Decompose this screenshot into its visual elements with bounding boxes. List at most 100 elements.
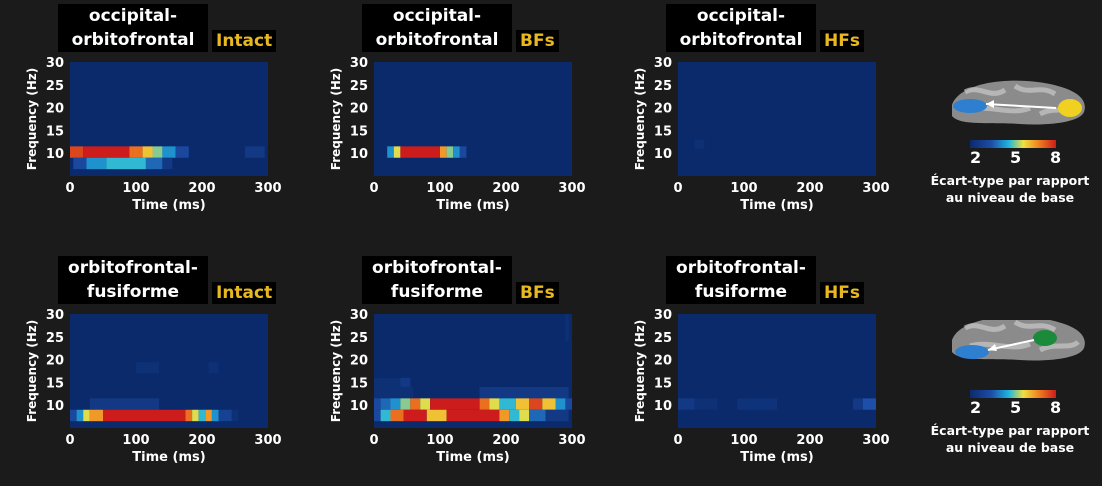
heatmap-cell xyxy=(70,314,87,325)
x-tick-label: 300 xyxy=(558,181,585,196)
y-tick-label: 15 xyxy=(350,124,368,139)
heatmap-cell xyxy=(387,146,394,157)
x-tick-label: 300 xyxy=(862,433,889,448)
heatmap-cell xyxy=(414,387,480,398)
y-tick-label: 10 xyxy=(46,147,64,162)
x-tick-label: 100 xyxy=(122,433,149,448)
heatmap-cell xyxy=(542,398,555,409)
heatmap-cell xyxy=(70,410,77,421)
heatmap-cell xyxy=(678,398,695,409)
heatmap-cell xyxy=(853,398,863,409)
heatmap-cell xyxy=(176,146,189,157)
y-axis-label: Frequency (Hz) xyxy=(25,68,39,170)
heatmap-chart: 10152025300 100 200 300Time (ms)Frequency (… xyxy=(22,0,322,234)
y-tick-label: 30 xyxy=(46,308,64,323)
heatmap-cell xyxy=(400,378,410,387)
heatmap-cell xyxy=(460,146,467,157)
y-tick-label: 10 xyxy=(350,399,368,414)
x-tick-label: 200 xyxy=(188,181,215,196)
colorbar-ticks: 2 5 8 xyxy=(970,148,1060,168)
y-axis-label: Frequency (Hz) xyxy=(633,320,647,422)
x-tick-label: 300 xyxy=(862,181,889,196)
x-tick-label: 0 xyxy=(369,181,378,196)
x-tick-label: 200 xyxy=(492,181,519,196)
y-tick-label: 25 xyxy=(654,79,672,94)
heatmap-chart: 10152025300 100 200 300Time (ms)Frequency (… xyxy=(22,252,322,486)
y-axis-label: Frequency (Hz) xyxy=(329,320,343,422)
y-tick-label: 15 xyxy=(46,124,64,139)
x-tick-label: 0 xyxy=(673,433,682,448)
brain-legend-top: 2 5 8 Écart-type par rapport au niveau d… xyxy=(920,70,1080,220)
heatmap-cell xyxy=(737,398,777,409)
colorbar-tick: 8 xyxy=(1050,398,1061,417)
heatmap-panel-occipital-orbitofrontal-hfs: occipital-orbitofrontal HFs 10 15 20 25 30 0 100… xyxy=(630,0,930,234)
heatmap-cell xyxy=(427,410,447,421)
heatmap-cell xyxy=(526,146,529,157)
heatmap-cell xyxy=(77,410,84,421)
heatmap-cell xyxy=(162,146,175,157)
y-tick-label: 30 xyxy=(654,308,672,323)
y-tick-label: 15 xyxy=(654,124,672,139)
colorbar xyxy=(970,390,1056,398)
heatmap-cell xyxy=(516,112,519,121)
heatmap-cell xyxy=(374,146,381,157)
heatmap-cell xyxy=(136,362,159,373)
x-tick-label: 100 xyxy=(426,181,453,196)
colorbar-caption-line1: Écart-type par rapport xyxy=(910,422,1102,439)
y-tick-label: 30 xyxy=(654,56,672,71)
y-tick-label: 25 xyxy=(46,331,64,346)
heatmap-cell xyxy=(565,398,572,409)
heatmap-cell xyxy=(391,398,401,409)
x-axis-label: Time (ms) xyxy=(132,450,205,465)
heatmap-cell xyxy=(529,398,542,409)
heatmap-cell xyxy=(153,146,163,157)
y-axis-label: Frequency (Hz) xyxy=(25,320,39,422)
heatmap-cell xyxy=(374,135,381,144)
heatmap-panel-occipital-orbitofrontal-bfs: occipital-orbitofrontal BFs 10 15 20 25 30 0 100… xyxy=(326,0,626,234)
colorbar-tick: 5 xyxy=(1010,398,1021,417)
heatmap-cell xyxy=(447,146,454,157)
heatmap-cell xyxy=(73,158,86,169)
heatmap-cell xyxy=(490,398,500,409)
y-tick-label: 10 xyxy=(654,147,672,162)
heatmap-cell xyxy=(516,398,529,409)
y-tick-label: 15 xyxy=(350,376,368,391)
heatmap-cell xyxy=(546,410,569,421)
x-tick-label: 300 xyxy=(254,181,281,196)
colorbar xyxy=(970,140,1056,148)
heatmap-cell xyxy=(480,398,490,409)
heatmap-chart: 10152025300 100 200 300Time (ms)Frequency (… xyxy=(630,0,930,234)
heatmap-cell xyxy=(90,410,103,421)
y-axis-label: Frequency (Hz) xyxy=(633,68,647,170)
heatmap-cell xyxy=(199,410,206,421)
x-tick-label: 200 xyxy=(492,433,519,448)
y-tick-label: 25 xyxy=(350,331,368,346)
heatmap-cell xyxy=(529,410,546,421)
x-tick-label: 200 xyxy=(796,433,823,448)
y-tick-label: 20 xyxy=(654,354,672,369)
x-tick-label: 100 xyxy=(122,181,149,196)
y-tick-label: 20 xyxy=(350,354,368,369)
heatmap-cell xyxy=(447,410,500,421)
x-tick-label: 0 xyxy=(65,433,74,448)
heatmap-cell xyxy=(83,146,129,157)
heatmap-cell xyxy=(519,410,529,421)
heatmap-cell xyxy=(400,398,410,409)
heatmap-cell xyxy=(374,410,381,421)
heatmap-cell xyxy=(106,158,146,169)
colorbar-caption: Écart-type par rapport au niveau de base xyxy=(910,172,1102,206)
heatmap-cell xyxy=(480,387,569,398)
y-tick-label: 10 xyxy=(654,399,672,414)
heatmap-cell xyxy=(77,398,90,409)
heatmap-cell xyxy=(90,398,159,409)
x-tick-label: 200 xyxy=(796,181,823,196)
heatmap-cell xyxy=(718,398,738,409)
heatmap-cell xyxy=(374,387,414,398)
y-tick-label: 10 xyxy=(46,399,64,414)
heatmap-panel-occipital-orbitofrontal-intact: occipital-orbitofrontal Intact 10 15 20 25 30 0… xyxy=(22,0,322,234)
heatmap-cell xyxy=(440,146,447,157)
heatmap-cell xyxy=(404,410,427,421)
x-tick-label: 100 xyxy=(730,433,757,448)
heatmap-cell xyxy=(509,410,519,421)
